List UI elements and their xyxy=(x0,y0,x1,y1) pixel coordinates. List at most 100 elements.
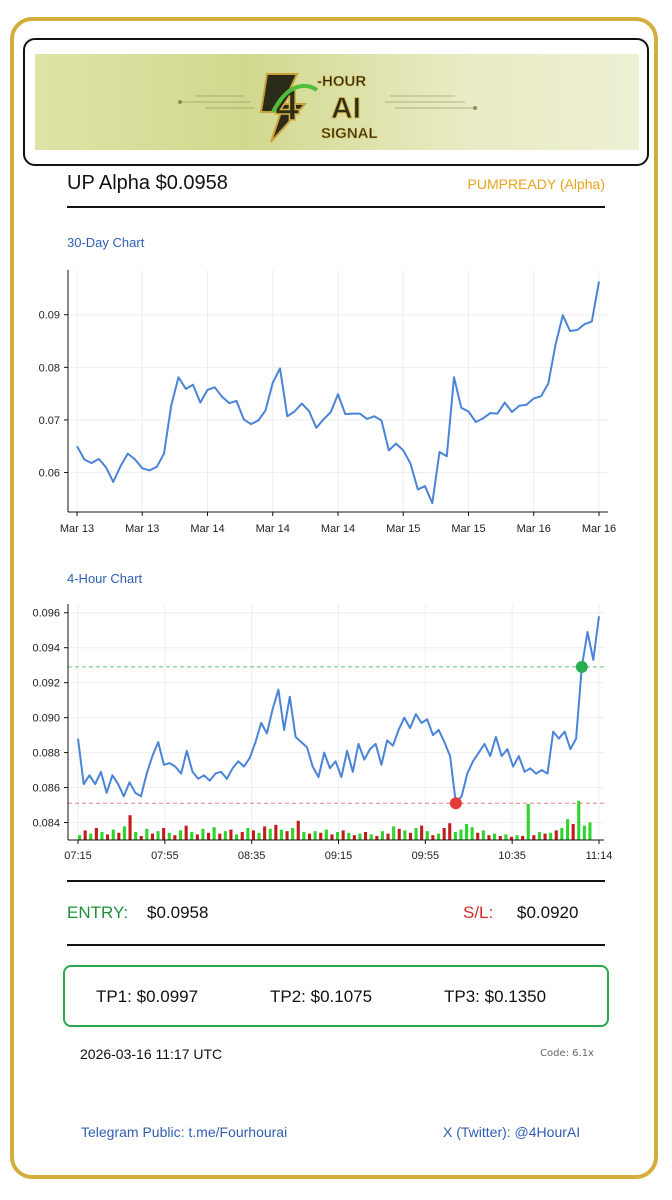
volume-bar xyxy=(459,829,463,840)
entry-label: ENTRY: xyxy=(67,903,129,922)
y-tick-label: 0.094 xyxy=(32,643,60,655)
volume-bar xyxy=(128,815,132,840)
volume-bar xyxy=(408,832,412,840)
volume-bar xyxy=(330,834,334,840)
volume-bar xyxy=(352,835,356,840)
volume-bar xyxy=(341,830,345,840)
circuit-lines-icon xyxy=(180,95,475,109)
volume-bar xyxy=(94,828,98,840)
volume-bar xyxy=(392,826,396,840)
telegram-link[interactable]: Telegram Public: t.me/Fourhourai xyxy=(81,1124,288,1140)
x-tick-label: Mar 14 xyxy=(256,523,290,535)
volume-bar xyxy=(319,832,323,840)
logo-box: 4 -HOUR AI SIGNAL xyxy=(23,38,649,166)
volume-bar xyxy=(167,832,171,840)
x-tick-label: Mar 14 xyxy=(321,523,355,535)
y-tick-label: 0.096 xyxy=(32,608,60,620)
volume-bar xyxy=(532,835,536,840)
volume-bar xyxy=(588,822,592,840)
x-tick-label: Mar 16 xyxy=(517,523,551,535)
volume-bar xyxy=(162,828,166,840)
volume-bar xyxy=(308,833,312,840)
take-profit-box: TP1: $0.0997 TP2: $0.1075 TP3: $0.1350 xyxy=(63,965,609,1027)
volume-bar xyxy=(134,832,138,840)
volume-bar xyxy=(179,830,183,840)
chart-30d-title: 30-Day Chart xyxy=(67,235,145,250)
volume-bar xyxy=(235,834,239,840)
price-line xyxy=(76,281,600,505)
volume-bar xyxy=(431,835,435,840)
x-tick-label: Mar 14 xyxy=(190,523,224,535)
volume-bar xyxy=(442,828,446,840)
x-tick-label: 10:35 xyxy=(498,850,526,862)
volume-bar xyxy=(184,825,188,840)
y-tick-label: 0.06 xyxy=(39,468,60,480)
volume-bar xyxy=(521,836,525,840)
price-line xyxy=(77,616,600,805)
volume-bar xyxy=(291,828,295,840)
volume-bar xyxy=(537,832,541,840)
volume-bar xyxy=(347,832,351,840)
volume-bar xyxy=(212,827,216,840)
volume-bar xyxy=(274,824,278,840)
volume-bar xyxy=(403,830,407,840)
y-tick-label: 0.086 xyxy=(32,783,60,795)
twitter-link[interactable]: X (Twitter): @4HourAI xyxy=(443,1124,581,1140)
y-tick-label: 0.084 xyxy=(32,818,60,830)
volume-bar xyxy=(229,829,233,840)
x-tick-label: Mar 15 xyxy=(451,523,485,535)
volume-bar xyxy=(487,835,491,840)
y-tick-label: 0.09 xyxy=(39,310,60,322)
volume-bar xyxy=(240,832,244,840)
volume-bar xyxy=(279,829,283,840)
volume-bar xyxy=(336,832,340,840)
volume-bar xyxy=(106,834,110,840)
volume-bar xyxy=(257,832,261,840)
code-label: Code: 6.1x xyxy=(540,1048,594,1059)
volume-bar xyxy=(397,828,401,840)
logo-line-1: -HOUR xyxy=(317,73,366,90)
volume-bar xyxy=(369,834,373,840)
y-tick-label: 0.08 xyxy=(39,362,60,374)
x-tick-label: Mar 15 xyxy=(386,523,420,535)
divider-bottom xyxy=(67,944,605,946)
coin-title: UP Alpha $0.0958 xyxy=(67,172,228,194)
y-tick-label: 0.088 xyxy=(32,748,60,760)
volume-bar xyxy=(566,819,570,840)
volume-bar xyxy=(481,830,485,840)
x-tick-label: 07:55 xyxy=(151,850,179,862)
x-tick-label: 08:35 xyxy=(238,850,266,862)
logo-graphic: 4 -HOUR AI SIGNAL xyxy=(178,73,477,143)
entry-value: $0.0958 xyxy=(147,903,209,922)
chart-4-hour: 0.084 0.086 0.088 0.090 0.092 0.094 0.096 07:15… xyxy=(32,604,612,862)
volume-bar xyxy=(201,828,205,840)
card-frame xyxy=(10,17,658,1179)
volume-bar xyxy=(156,831,160,840)
timestamp: 2026-03-16 11:17 UTC xyxy=(80,1046,223,1062)
volume-bar xyxy=(263,826,267,840)
volume-bar xyxy=(375,836,379,840)
tp3: TP3: $0.1350 xyxy=(444,987,547,1006)
logo-banner: 4 -HOUR AI SIGNAL xyxy=(35,54,639,150)
stop-loss-label: S/L: xyxy=(463,903,494,922)
volume-bar xyxy=(364,832,368,840)
volume-bar xyxy=(448,823,452,840)
volume-bar xyxy=(560,828,564,840)
title-row: UP Alpha $0.0958 PUMPREADY (Alpha) xyxy=(67,172,605,208)
volume-bar xyxy=(425,831,429,840)
tp2: TP2: $0.1075 xyxy=(270,987,373,1006)
x-tick-label: 07:15 xyxy=(64,850,92,862)
tp1: TP1: $0.0997 xyxy=(96,987,199,1006)
x-tick-label: Mar 16 xyxy=(582,523,616,535)
entry-row: ENTRY: $0.0958 S/L: $0.0920 xyxy=(67,903,605,929)
volume-bar xyxy=(268,828,272,840)
volume-bar xyxy=(414,828,418,840)
volume-bar xyxy=(122,826,126,840)
volume-bar xyxy=(453,832,457,840)
circuit-node-left xyxy=(178,100,182,104)
volume-bar xyxy=(302,832,306,840)
volume-bar xyxy=(358,833,362,840)
y-tick-label: 0.07 xyxy=(39,415,60,427)
volume-bar xyxy=(246,828,250,840)
volume-bar xyxy=(509,836,513,840)
